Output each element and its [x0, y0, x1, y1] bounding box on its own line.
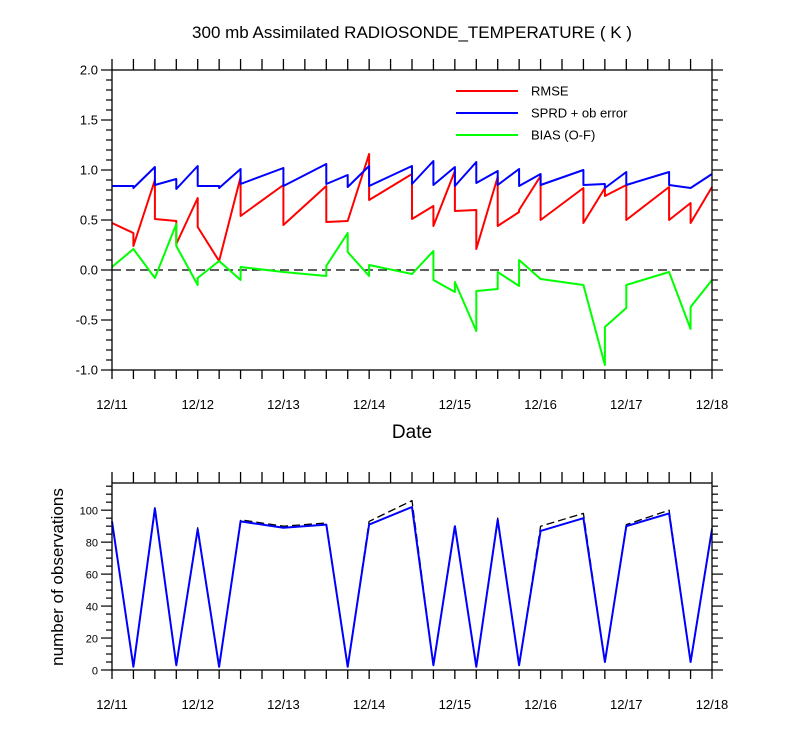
bottom-major-ticks [101, 472, 723, 679]
y-axis-title-observations: number of observations [48, 488, 67, 666]
top-y-tick-labels: -1.0 -0.5 0.0 0.5 1.0 1.5 2.0 [76, 63, 98, 378]
y-tick-label: 0.5 [80, 213, 98, 228]
x-tick-label: 12/12 [181, 697, 214, 712]
x-axis-title: Date [392, 422, 432, 443]
x-tick-label: 12/13 [267, 697, 300, 712]
bottom-y-tick-labels: 0 20 40 60 80 100 [80, 506, 98, 678]
y-tick-label: 60 [86, 570, 98, 582]
x-tick-label: 12/15 [439, 397, 472, 412]
series-line-rmse [111, 153, 713, 262]
y-tick-label: 1.5 [80, 113, 98, 128]
bottom-minor-ticks [106, 472, 718, 679]
x-tick-label: 12/16 [524, 397, 557, 412]
bottom-x-tick-labels: 12/11 12/12 12/13 12/14 12/15 12/16 12/17 12/18 [96, 697, 728, 712]
y-tick-label: 1.0 [80, 163, 98, 178]
x-tick-label: 12/13 [267, 397, 300, 412]
x-tick-label: 12/12 [181, 397, 214, 412]
x-tick-label: 12/17 [610, 697, 643, 712]
x-tick-label: 12/14 [353, 697, 386, 712]
x-tick-label: 12/16 [524, 697, 557, 712]
top-chart-panel: 300 mb Assimilated RADIOSONDE_TEMPERATUR… [76, 23, 729, 443]
top-series-group [111, 153, 713, 366]
legend-label: RMSE [531, 84, 569, 99]
y-tick-label: 0 [92, 666, 98, 678]
x-tick-label: 12/11 [96, 697, 128, 712]
series-line-assimilated-observations [111, 506, 713, 668]
y-tick-label: 0.0 [80, 263, 98, 278]
top-plot-frame [111, 69, 713, 371]
legend: RMSE SPRD + ob error BIAS (O-F) [456, 84, 628, 143]
top-x-tick-labels: 12/11 12/12 12/13 12/14 12/15 12/16 12/17 12/18 [96, 397, 728, 412]
y-tick-label: 80 [86, 538, 98, 550]
top-major-ticks [101, 59, 723, 379]
series-line-possible-observations [111, 499, 713, 668]
y-tick-label: -1.0 [76, 363, 98, 378]
y-tick-label: 100 [80, 506, 98, 518]
bottom-series-group [111, 499, 713, 668]
legend-label: SPRD + ob error [531, 106, 628, 121]
x-tick-label: 12/17 [610, 397, 643, 412]
x-tick-label: 12/18 [696, 697, 729, 712]
y-tick-label: 2.0 [80, 63, 98, 78]
x-tick-label: 12/11 [96, 397, 128, 412]
y-tick-label: -0.5 [76, 313, 98, 328]
series-line-sprd-ob-error [112, 160, 713, 190]
bottom-plot-frame [111, 482, 713, 671]
chart-title: 300 mb Assimilated RADIOSONDE_TEMPERATUR… [192, 23, 632, 42]
y-tick-label: 40 [86, 602, 98, 614]
series-line-bias-o-f [111, 223, 713, 366]
x-tick-label: 12/14 [353, 397, 386, 412]
legend-label: BIAS (O-F) [531, 128, 595, 143]
top-minor-ticks [106, 59, 718, 379]
x-tick-label: 12/18 [696, 397, 729, 412]
y-tick-label: 20 [86, 634, 98, 646]
x-tick-label: 12/15 [439, 697, 472, 712]
